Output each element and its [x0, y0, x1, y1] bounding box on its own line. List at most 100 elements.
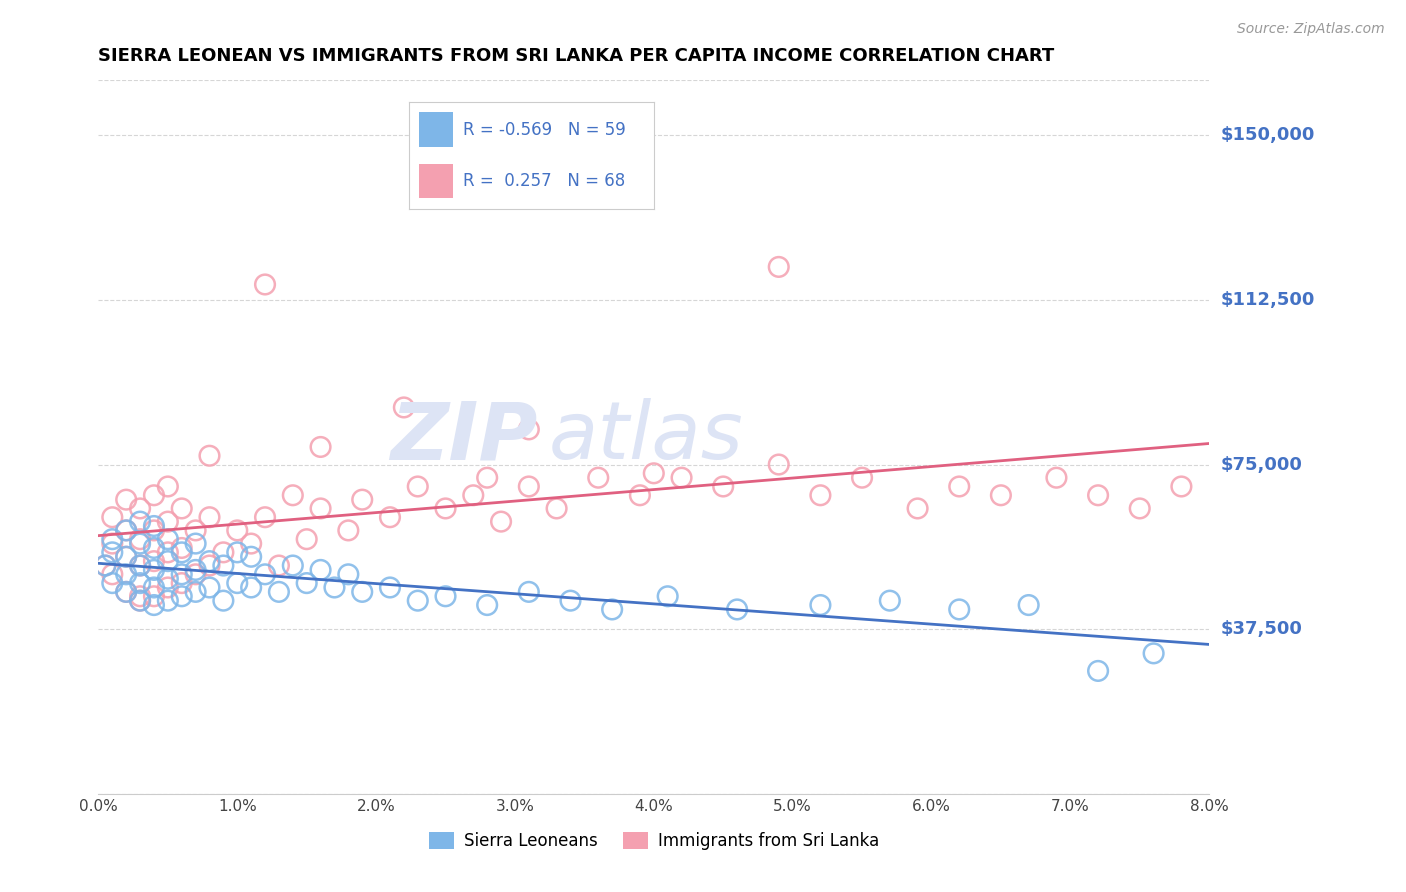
Point [115, 524, 138, 538]
Point [101, 536, 124, 550]
Bar [419, 112, 453, 146]
Point [101, 545, 124, 559]
Point [156, 479, 179, 493]
Point [170, 576, 193, 591]
Point [115, 492, 138, 507]
Point [170, 541, 193, 555]
Point [378, 510, 401, 524]
Point [879, 593, 901, 607]
Point [281, 488, 304, 502]
Point [517, 585, 540, 599]
Point [240, 549, 263, 564]
Point [463, 488, 485, 502]
Point [267, 585, 290, 599]
Point [1087, 488, 1109, 502]
Point [143, 541, 166, 555]
Point [129, 589, 152, 603]
Point [657, 589, 679, 603]
Point [253, 277, 276, 292]
Point [184, 563, 207, 577]
Point [475, 598, 499, 612]
Text: ZIP: ZIP [389, 398, 537, 476]
Point [1087, 664, 1109, 678]
Point [143, 581, 166, 595]
Point [1018, 598, 1040, 612]
Point [725, 602, 748, 616]
Point [226, 545, 249, 559]
Point [94, 558, 117, 573]
Point [170, 501, 193, 516]
Point [253, 510, 276, 524]
Point [198, 449, 221, 463]
Point [226, 576, 249, 591]
Point [170, 545, 193, 559]
Point [94, 558, 117, 573]
Point [143, 589, 166, 603]
Point [156, 545, 179, 559]
Point [295, 576, 318, 591]
Point [295, 532, 318, 546]
Point [643, 467, 665, 481]
Point [115, 585, 138, 599]
Point [1143, 646, 1166, 660]
Point [240, 536, 263, 550]
Point [101, 576, 124, 591]
Point [309, 440, 332, 454]
Text: SIERRA LEONEAN VS IMMIGRANTS FROM SRI LANKA PER CAPITA INCOME CORRELATION CHART: SIERRA LEONEAN VS IMMIGRANTS FROM SRI LA… [98, 47, 1054, 65]
Point [1045, 471, 1067, 485]
Text: $112,500: $112,500 [1220, 291, 1315, 309]
Point [560, 593, 582, 607]
Point [352, 585, 374, 599]
Point [115, 585, 138, 599]
Point [101, 532, 124, 546]
Point [184, 567, 207, 582]
Point [323, 581, 346, 595]
Point [948, 479, 970, 493]
Text: $75,000: $75,000 [1220, 456, 1302, 474]
Point [143, 554, 166, 568]
Text: $37,500: $37,500 [1220, 620, 1302, 638]
Point [156, 532, 179, 546]
Point [129, 515, 152, 529]
Point [143, 563, 166, 577]
Point [600, 602, 623, 616]
Point [170, 567, 193, 582]
Point [212, 593, 235, 607]
Point [156, 554, 179, 568]
Point [143, 519, 166, 533]
Point [378, 581, 401, 595]
Point [907, 501, 929, 516]
Text: Source: ZipAtlas.com: Source: ZipAtlas.com [1237, 22, 1385, 37]
Point [115, 567, 138, 582]
Point [309, 501, 332, 516]
Point [810, 598, 832, 612]
Point [948, 602, 970, 616]
Point [1129, 501, 1152, 516]
Point [253, 567, 276, 582]
Point [212, 545, 235, 559]
Point [309, 563, 332, 577]
Text: $150,000: $150,000 [1220, 126, 1315, 145]
Text: R = -0.569   N = 59: R = -0.569 N = 59 [463, 120, 626, 138]
Point [184, 536, 207, 550]
Point [129, 501, 152, 516]
Point [115, 549, 138, 564]
Point [212, 558, 235, 573]
Point [671, 471, 693, 485]
Point [240, 581, 263, 595]
Point [129, 576, 152, 591]
Bar [419, 164, 453, 198]
Point [711, 479, 734, 493]
Point [198, 554, 221, 568]
Point [810, 488, 832, 502]
Point [546, 501, 568, 516]
Point [143, 488, 166, 502]
Legend: Sierra Leoneans, Immigrants from Sri Lanka: Sierra Leoneans, Immigrants from Sri Lan… [422, 825, 886, 857]
Point [588, 471, 610, 485]
Point [129, 536, 152, 550]
Point [156, 515, 179, 529]
Point [851, 471, 873, 485]
Point [434, 501, 457, 516]
Point [990, 488, 1012, 502]
Point [115, 524, 138, 538]
